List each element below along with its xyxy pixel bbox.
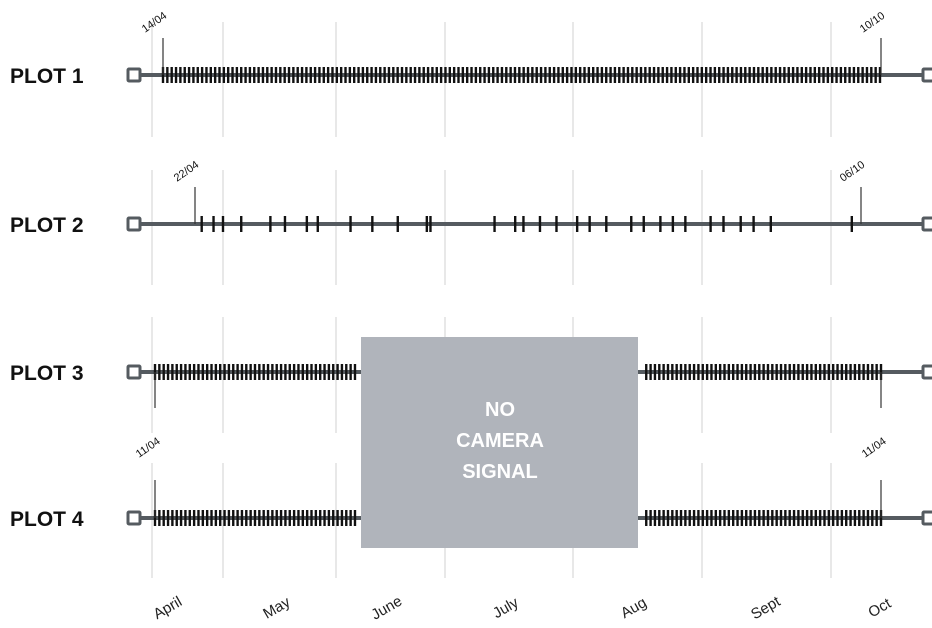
end-date-label: 11/04 (860, 435, 889, 460)
month-axis: April May June July Aug Sept Oct (151, 593, 895, 624)
timeline-end-cap (921, 510, 932, 526)
plot-label: PLOT 2 (10, 214, 84, 237)
plots: PLOT 1 14/04 10/10 PLOT 2 22/04 06/10 PLOT 3 11… (10, 10, 932, 531)
month-label: June (368, 593, 405, 624)
plot-label: PLOT 1 (10, 65, 84, 88)
end-date-label: 06/10 (838, 159, 867, 185)
no-signal-text: SIGNAL (462, 461, 538, 483)
timeline-end-cap (921, 67, 932, 83)
timeline-start-cap (126, 216, 142, 232)
start-date-label: 14/04 (140, 10, 169, 36)
month-label: April (151, 593, 185, 623)
plot-row: PLOT 2 22/04 06/10 (10, 159, 932, 237)
timeline-end-cap (921, 216, 932, 232)
no-signal-text: CAMERA (456, 430, 544, 452)
start-date-label: 22/04 (172, 159, 201, 185)
plot-row: PLOT 1 14/04 10/10 (10, 10, 932, 88)
end-date-label: 10/10 (858, 10, 887, 36)
plot-label: PLOT 3 (10, 362, 84, 385)
timeline-start-cap (126, 364, 142, 380)
timeline-start-cap (126, 67, 142, 83)
month-label: Oct (865, 594, 894, 621)
month-label: July (490, 594, 522, 622)
month-label: Aug (618, 594, 650, 622)
timeline-end-cap (921, 364, 932, 380)
month-label: Sept (748, 593, 784, 624)
timeline-start-cap (126, 510, 142, 526)
no-signal-box (361, 337, 638, 548)
no-signal-overlay: NO CAMERA SIGNAL (361, 337, 638, 548)
month-label: May (260, 593, 293, 622)
start-date-label: 11/04 (134, 435, 163, 460)
no-signal-text: NO (485, 399, 515, 421)
plot-label: PLOT 4 (10, 508, 84, 531)
